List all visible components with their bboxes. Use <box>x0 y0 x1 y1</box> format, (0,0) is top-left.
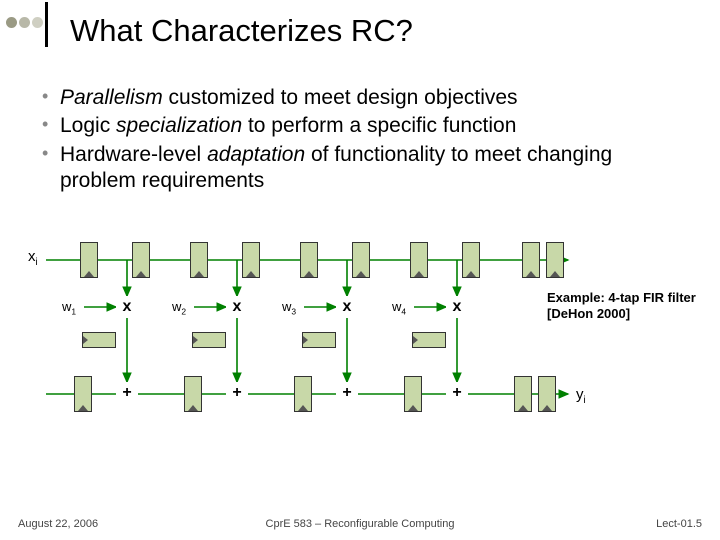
register <box>190 242 208 278</box>
header-dots <box>6 17 43 28</box>
yi-label: yi <box>576 386 586 406</box>
register <box>462 242 480 278</box>
bullet-item: Hardware-level adaptation of functionali… <box>38 142 690 195</box>
add-op: + <box>226 382 248 404</box>
register <box>300 242 318 278</box>
xi-label: xi <box>28 248 38 268</box>
header-vertical-bar <box>45 2 48 47</box>
add-op: + <box>446 382 468 404</box>
buffer-register <box>412 332 446 348</box>
register <box>352 242 370 278</box>
buffer-register <box>302 332 336 348</box>
footer-date: August 22, 2006 <box>18 518 98 530</box>
weight-label: w4 <box>392 299 406 317</box>
dot-3 <box>32 17 43 28</box>
register <box>242 242 260 278</box>
buffer-register <box>82 332 116 348</box>
fir-diagram: xi Example: 4-tap FIR filter [DeHon 2000… <box>0 216 720 436</box>
footer-page: Lect-01.5 <box>656 518 702 530</box>
bullet-item: Parallelism customized to meet design ob… <box>38 85 690 111</box>
multiply-op: x <box>116 296 138 318</box>
register <box>132 242 150 278</box>
buffer-register <box>192 332 226 348</box>
weight-label: w2 <box>172 299 186 317</box>
register <box>410 242 428 278</box>
register <box>74 376 92 412</box>
bullet-list: Parallelism customized to meet design ob… <box>38 85 690 194</box>
slide-header: What Characterizes RC? <box>0 0 720 67</box>
register <box>404 376 422 412</box>
bullet-item: Logic specialization to perform a specif… <box>38 113 690 139</box>
register <box>514 376 532 412</box>
multiply-op: x <box>446 296 468 318</box>
dot-1 <box>6 17 17 28</box>
dot-2 <box>19 17 30 28</box>
multiply-op: x <box>336 296 358 318</box>
register <box>80 242 98 278</box>
slide-title: What Characterizes RC? <box>70 10 720 49</box>
example-caption: Example: 4-tap FIR filter [DeHon 2000] <box>547 290 702 323</box>
register <box>546 242 564 278</box>
weight-label: w3 <box>282 299 296 317</box>
add-op: + <box>116 382 138 404</box>
register <box>294 376 312 412</box>
register <box>522 242 540 278</box>
weight-label: w1 <box>62 299 76 317</box>
footer-course: CprE 583 – Reconfigurable Computing <box>266 518 455 530</box>
add-op: + <box>336 382 358 404</box>
register <box>184 376 202 412</box>
multiply-op: x <box>226 296 248 318</box>
register <box>538 376 556 412</box>
